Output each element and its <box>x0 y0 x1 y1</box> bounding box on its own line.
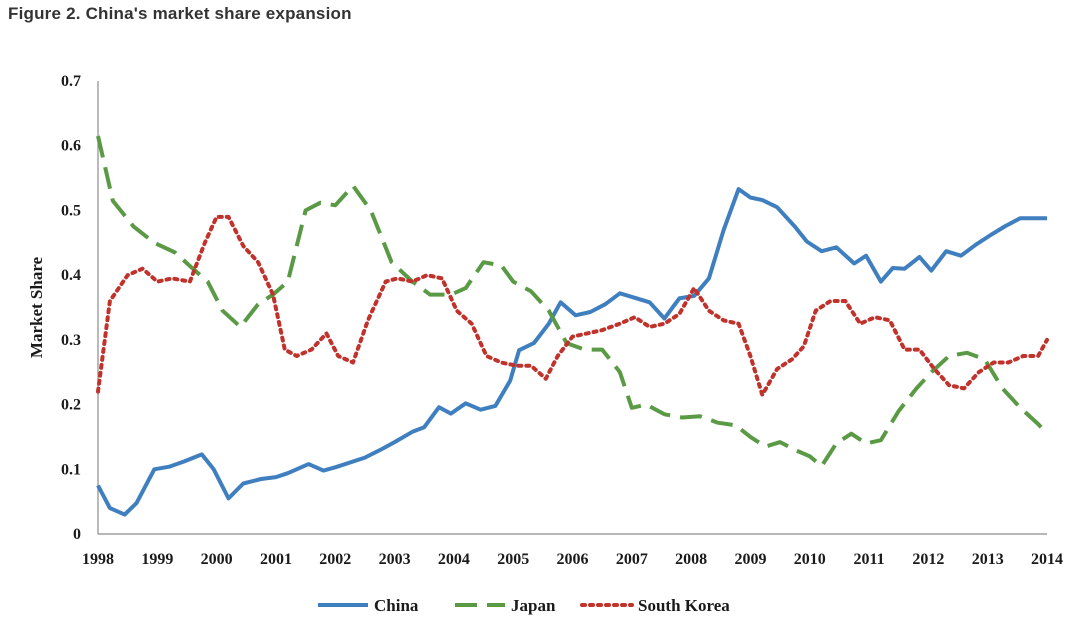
series-line-china <box>96 187 1047 517</box>
figure-title: Figure 2. China's market share expansion <box>8 4 352 23</box>
y-tick-label: 0.3 <box>61 332 81 349</box>
legend-label-china: China <box>374 596 419 615</box>
x-tick-label: 2013 <box>972 551 1004 568</box>
y-tick-label: 0.7 <box>61 73 81 90</box>
series-layer <box>96 135 1049 517</box>
x-tick-label: 2006 <box>557 551 589 568</box>
y-tick-label: 0.6 <box>61 138 81 155</box>
x-tick-label: 2012 <box>912 551 944 568</box>
x-tick-label: 2010 <box>794 551 826 568</box>
x-tick-label: 2014 <box>1031 551 1063 568</box>
y-axis-label: Market Share <box>27 256 46 358</box>
x-tick-label: 1998 <box>82 551 114 568</box>
series-line-japan <box>96 135 1049 469</box>
x-tick-label: 2011 <box>854 551 885 568</box>
x-tick-label: 2009 <box>734 551 766 568</box>
legend-label-south-korea: South Korea <box>638 596 730 615</box>
y-tick-label: 0.4 <box>61 267 81 284</box>
legend-label-japan: Japan <box>511 596 556 615</box>
x-tick-label: 2002 <box>319 551 351 568</box>
series-line-south-korea <box>96 214 1049 397</box>
y-tick-label: 0.5 <box>61 202 81 219</box>
y-tick-label: 0 <box>73 526 81 543</box>
x-tick-label: 2005 <box>497 551 529 568</box>
y-tick-label: 0.2 <box>61 397 81 414</box>
x-tick-label: 2007 <box>616 551 648 568</box>
x-tick-label: 1999 <box>141 551 173 568</box>
y-tick-label: 0.1 <box>61 461 81 478</box>
x-tick-label: 2001 <box>260 551 292 568</box>
x-tick-label: 2000 <box>201 551 233 568</box>
chart-axes: 0 0.1 0.2 0.3 0.4 0.5 0.6 0.7 1998 1999 2000 2001 20… <box>27 73 1063 568</box>
chart-legend: China Japan South Korea <box>318 596 730 615</box>
x-tick-label: 2004 <box>438 551 470 568</box>
x-tick-label: 2008 <box>675 551 707 568</box>
x-tick-label: 2003 <box>379 551 411 568</box>
